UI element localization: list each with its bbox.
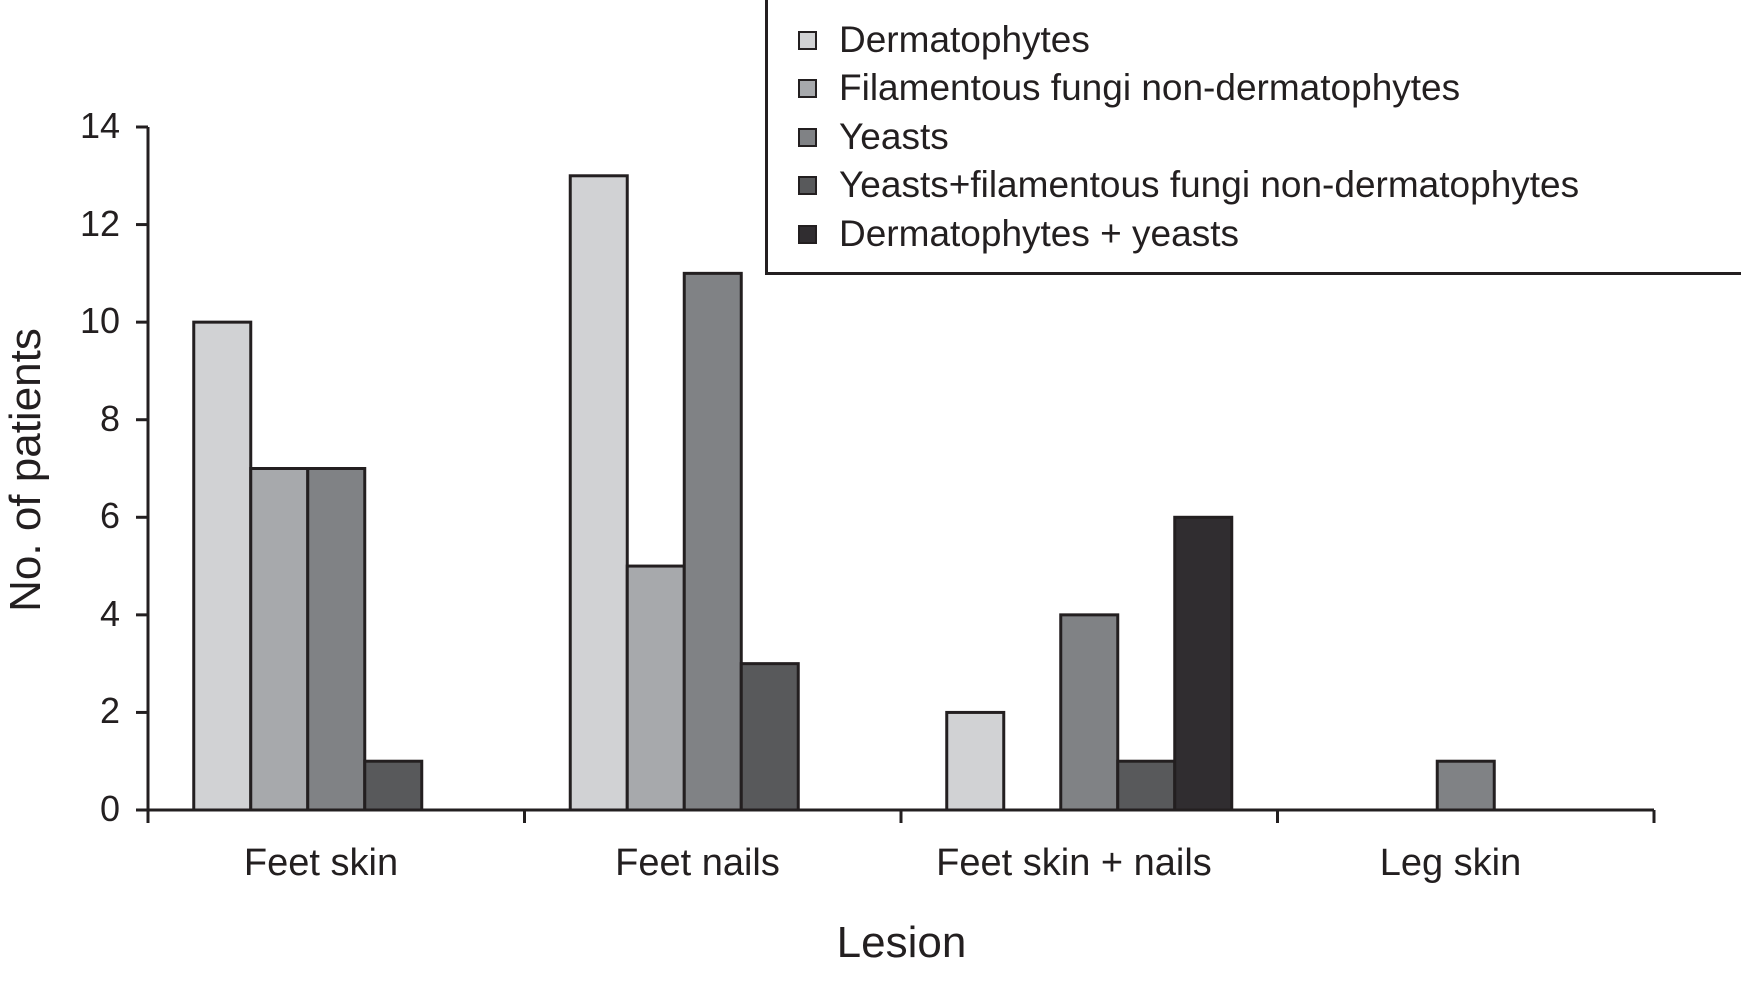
bar [625,564,686,812]
x-category-label: Feet skin [243,842,399,884]
x-category-label: Feet nails [615,842,780,884]
legend-label: Yeasts [839,116,949,157]
y-tick-label: 10 [79,300,120,342]
y-tick-label: 14 [79,105,120,146]
legend-item: Yeasts [798,117,949,157]
legend-swatch-icon [798,30,817,50]
legend-swatch-icon [798,175,817,195]
legend-item: Yeasts+filamentous fungi non-dermatophyt… [798,165,1579,205]
legend-swatch-icon [798,127,817,147]
y-tick-label: 4 [99,592,120,634]
legend-swatch-icon [798,78,817,98]
bar [306,467,367,812]
legend-label: Dermatophytes + yeasts [839,213,1239,254]
bar [568,174,629,812]
legend: Dermatophytes Filamentous fungi non-derm… [765,0,1741,275]
legend-label: Filamentous fungi non-dermatophytes [839,67,1461,108]
legend-item: Dermatophytes [798,20,1090,60]
y-tick-label: 8 [99,397,120,439]
bar [739,662,800,812]
legend-item: Dermatophytes + yeasts [798,214,1239,254]
bar [1116,759,1177,812]
x-category-label: Feet skin + nails [936,842,1212,884]
bar [682,271,743,812]
y-tick-label: 0 [99,788,120,829]
y-tick-label: 12 [79,202,120,244]
y-tick-label: 2 [99,690,120,732]
legend-label: Dermatophytes [839,19,1090,60]
x-axis-label: Lesion [836,918,967,967]
y-tick-label: 6 [99,495,120,537]
legend-item: Filamentous fungi non-dermatophytes [798,68,1460,108]
bar [363,759,424,812]
legend-swatch-icon [798,224,817,244]
bar [1435,759,1496,812]
bar [192,320,253,812]
x-category-label: Leg skin [1379,842,1522,884]
legend-label: Yeasts+filamentous fungi non-dermatophyt… [839,164,1580,205]
bar [1173,515,1234,812]
bar [945,710,1006,812]
bar [249,467,310,812]
bar [1059,613,1120,812]
y-axis-label: No. of patients [1,328,50,612]
